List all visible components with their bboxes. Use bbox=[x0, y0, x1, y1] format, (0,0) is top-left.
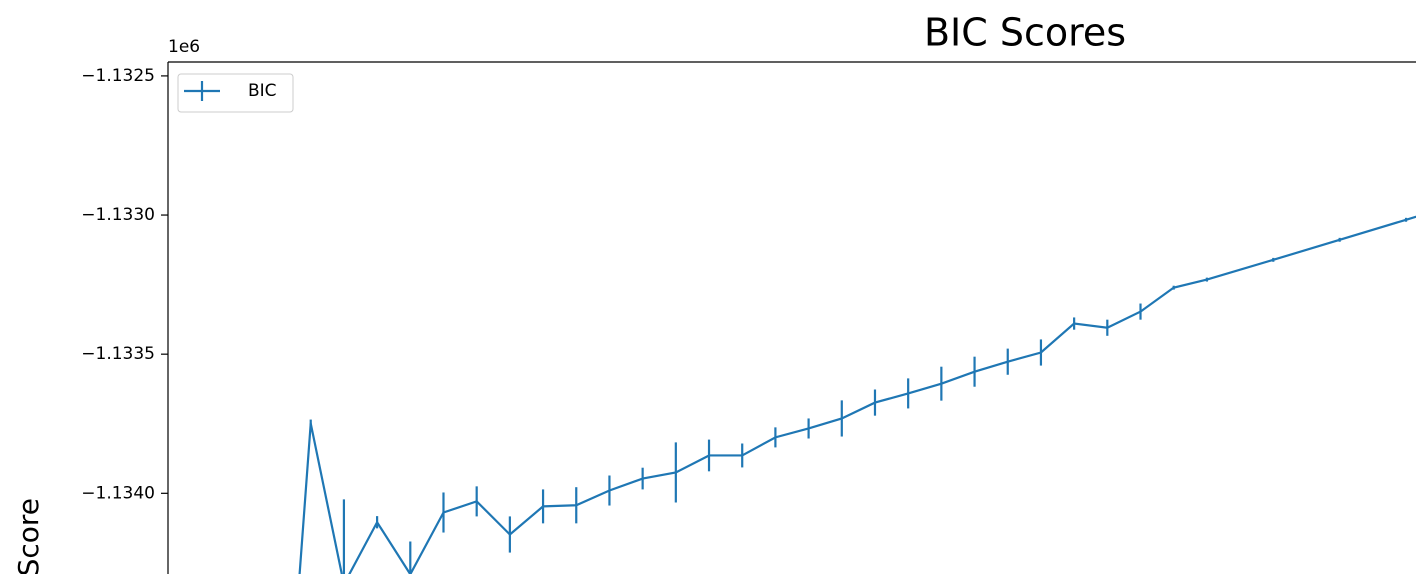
legend-label: BIC bbox=[248, 81, 277, 101]
y-tick-label: −1.1335 bbox=[81, 344, 155, 364]
data-line bbox=[298, 215, 1416, 574]
y-tick-label: −1.1330 bbox=[81, 205, 155, 225]
chart-title: BIC Scores bbox=[924, 11, 1126, 55]
y-tick-label: −1.1340 bbox=[81, 483, 155, 503]
y-axis-label: Score bbox=[12, 498, 45, 574]
y-tick-label: −1.1325 bbox=[81, 66, 155, 86]
plot-area bbox=[298, 215, 1416, 574]
legend-box bbox=[177, 73, 294, 113]
y-offset-label: 1e6 bbox=[168, 37, 200, 57]
